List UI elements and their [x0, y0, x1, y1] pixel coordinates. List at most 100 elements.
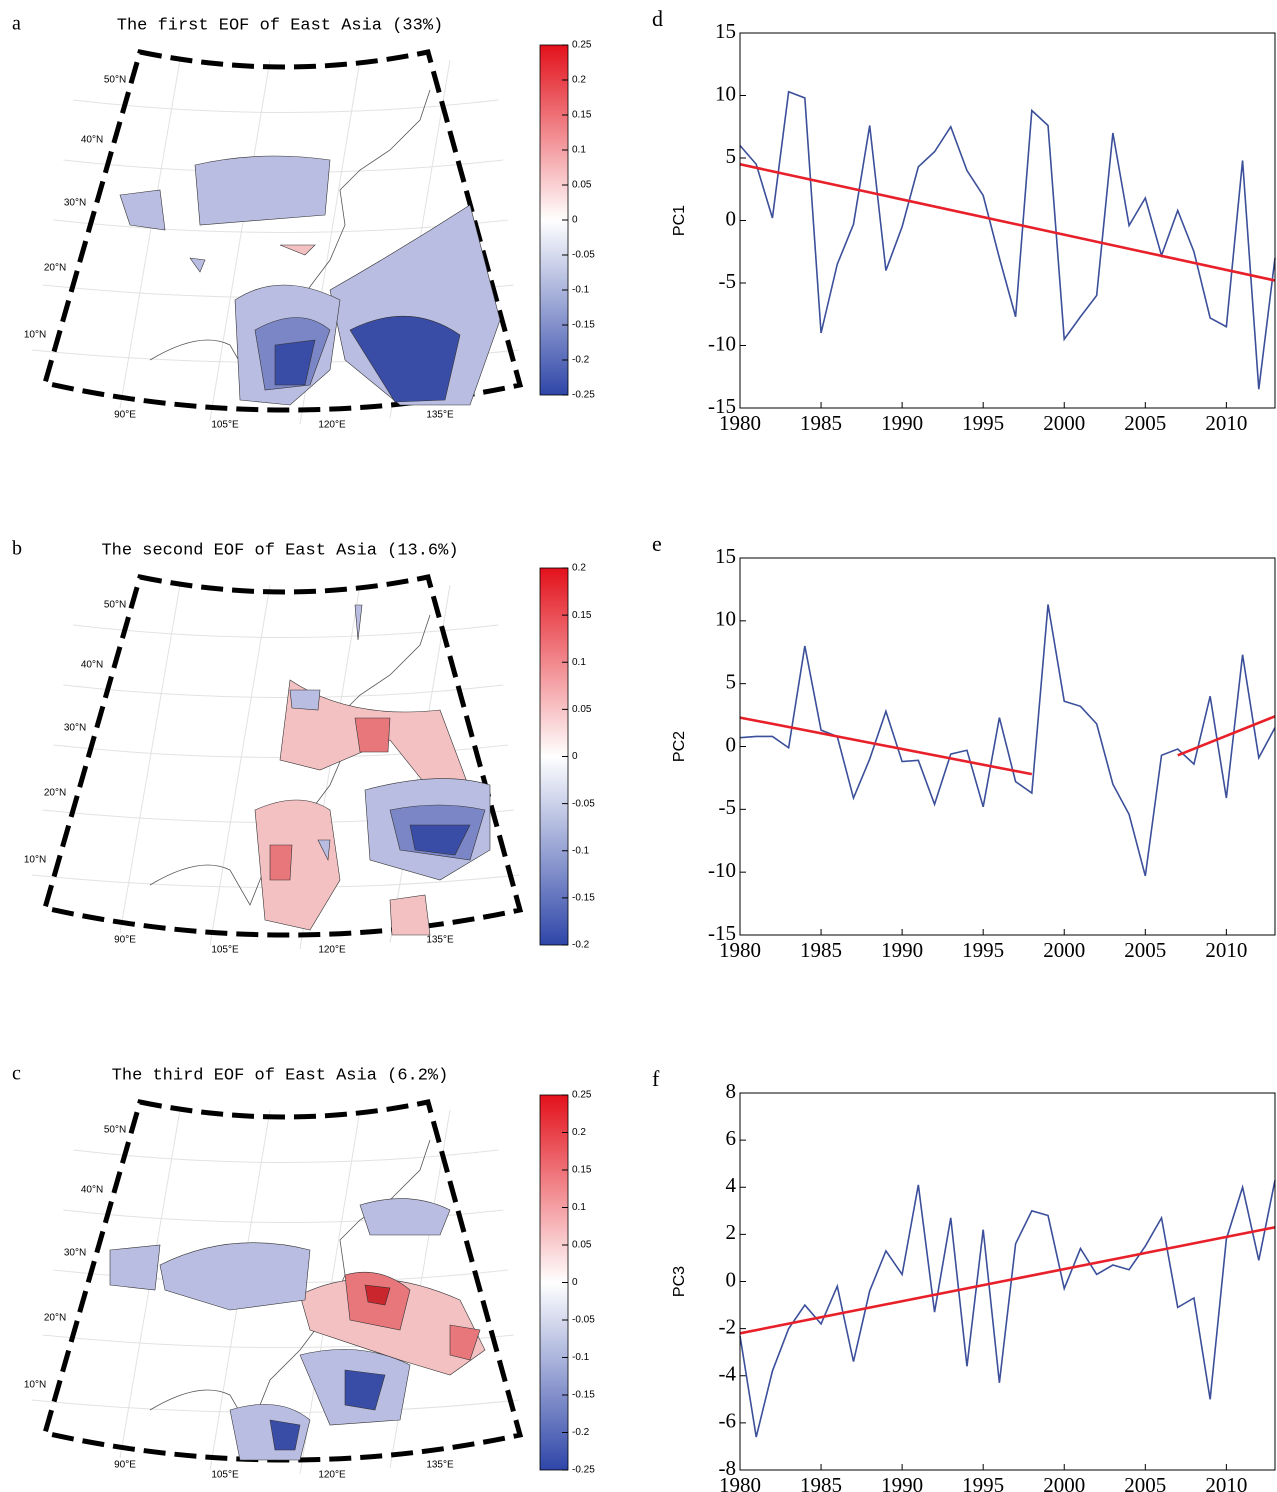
y-tick-label: -8	[719, 1456, 737, 1480]
y-tick-label: -5	[719, 795, 737, 819]
data-line	[739, 90, 1276, 390]
lon-label: 90°E	[114, 410, 136, 421]
lat-label: 40°N	[81, 135, 103, 146]
trend-line	[739, 162, 1276, 282]
y-tick-label: 0	[726, 1267, 737, 1291]
panel-label: d	[652, 6, 663, 31]
x-tick-label: 1985	[800, 938, 842, 962]
x-tick-label: 2000	[1043, 938, 1085, 962]
colorbar-tick-label: -0.25	[572, 1465, 595, 1476]
contour-region	[194, 155, 331, 226]
y-tick-label: 10	[715, 607, 736, 631]
lat-label: 10°N	[24, 855, 46, 866]
contour-region	[349, 315, 461, 403]
x-tick-label: 1980	[719, 938, 761, 962]
graticule	[63, 684, 504, 698]
coastline	[149, 1139, 431, 1431]
graticule	[209, 59, 271, 421]
y-tick-label: 15	[715, 19, 736, 43]
graticule	[209, 584, 271, 946]
panel-label: c	[12, 1063, 21, 1085]
colorbar-tick-label: 0.2	[572, 75, 586, 86]
lon-label: 105°E	[211, 420, 239, 431]
lon-label: 90°E	[114, 935, 136, 946]
contour-region	[364, 1284, 391, 1306]
y-tick-label: 0	[726, 206, 737, 230]
colorbar-tick-label: 0	[572, 751, 578, 762]
colorbar-tick-label: 0.05	[572, 1240, 592, 1251]
lon-label: 135°E	[426, 1460, 454, 1471]
map-panel: a The first EOF of East Asia (33%) 50°N 40°…	[12, 13, 595, 431]
panel-label: a	[12, 13, 21, 35]
lat-label: 50°N	[104, 1125, 126, 1136]
map-title: The third EOF of East Asia (6.2%)	[112, 1066, 449, 1085]
lon-label: 135°E	[426, 935, 454, 946]
lat-label: 50°N	[104, 75, 126, 86]
x-tick-label: 1985	[800, 411, 842, 435]
contour-region	[269, 844, 293, 881]
x-tick-label: 1995	[962, 1473, 1004, 1492]
x-tick-label: 1985	[800, 1473, 842, 1492]
colorbar-tick-label: -0.15	[572, 1390, 595, 1401]
map-border	[41, 574, 524, 938]
coastline	[149, 89, 431, 381]
y-tick-label: 10	[715, 81, 736, 105]
y-tick-label: 6	[726, 1126, 737, 1150]
colorbar-tick-label: 0.05	[572, 180, 592, 191]
colorbar-tick-label: 0.2	[572, 563, 586, 574]
graticule	[119, 59, 181, 409]
map-title: The second EOF of East Asia (13.6%)	[101, 541, 458, 560]
y-tick-label: 5	[726, 669, 737, 693]
y-tick-label: 2	[726, 1220, 737, 1244]
colorbar-tick-label: 0.15	[572, 110, 592, 121]
colorbar-tick-label: -0.1	[572, 285, 590, 296]
colorbar-tick-label: 0.25	[572, 40, 592, 51]
panel-label: f	[652, 1066, 660, 1091]
panel-label: b	[12, 538, 22, 560]
map-title: The first EOF of East Asia (33%)	[117, 16, 443, 35]
lon-label: 120°E	[318, 1470, 346, 1481]
lon-label: 135°E	[426, 410, 454, 421]
colorbar-tick-label: 0.15	[572, 1165, 592, 1176]
lat-label: 20°N	[44, 1313, 66, 1324]
x-tick-label: 2000	[1043, 411, 1085, 435]
lon-label: 90°E	[114, 1460, 136, 1471]
lat-label: 10°N	[24, 330, 46, 341]
colorbar-tick-label: -0.15	[572, 320, 595, 331]
x-tick-label: 1995	[962, 411, 1004, 435]
colorbar-tick-label: 0.1	[572, 1202, 586, 1213]
lat-label: 10°N	[24, 1380, 46, 1391]
data-line	[739, 604, 1276, 877]
contour-region	[409, 824, 471, 856]
x-tick-label: 2005	[1124, 411, 1166, 435]
x-tick-label: 1980	[719, 411, 761, 435]
y-tick-label: -6	[719, 1409, 737, 1433]
y-tick-label: 15	[715, 544, 736, 568]
y-tick-label: -10	[708, 858, 736, 882]
contour-region	[159, 1242, 311, 1311]
colorbar-tick-label: -0.05	[572, 1315, 595, 1326]
y-tick-label: -4	[719, 1362, 737, 1386]
plot-frame	[739, 1092, 1276, 1471]
x-tick-label: 2005	[1124, 1473, 1166, 1492]
lat-label: 20°N	[44, 788, 66, 799]
y-tick-label: -15	[708, 921, 736, 945]
colorbar-tick-label: -0.1	[572, 845, 590, 856]
contour-region	[389, 894, 431, 936]
lat-label: 30°N	[64, 1248, 86, 1259]
x-tick-label: 2010	[1205, 411, 1247, 435]
colorbar-tick-label: 0.1	[572, 145, 586, 156]
lon-label: 105°E	[211, 945, 239, 956]
trend-line	[739, 716, 1033, 776]
lat-label: 40°N	[81, 660, 103, 671]
map-border	[41, 1099, 524, 1463]
colorbar-tick-label: -0.2	[572, 1427, 590, 1438]
colorbar-tick-label: 0.1	[572, 657, 586, 668]
y-tick-label: -2	[719, 1314, 737, 1338]
map-panel: c The third EOF of East Asia (6.2%) 50°N 40…	[12, 1063, 595, 1481]
contour-region	[344, 1369, 386, 1411]
colorbar-tick-label: -0.1	[572, 1352, 590, 1363]
contour-region	[449, 1324, 481, 1361]
